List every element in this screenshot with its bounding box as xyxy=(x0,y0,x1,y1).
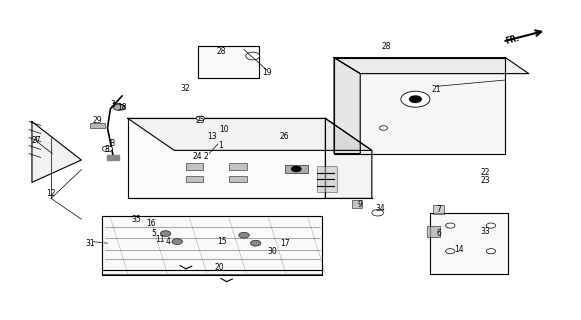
Polygon shape xyxy=(325,118,372,198)
Circle shape xyxy=(196,116,205,121)
Bar xyxy=(352,200,362,208)
Text: 19: 19 xyxy=(263,68,272,76)
Circle shape xyxy=(160,231,171,236)
Circle shape xyxy=(446,249,455,254)
Circle shape xyxy=(239,232,249,238)
Text: 28: 28 xyxy=(382,42,391,51)
Text: 32: 32 xyxy=(180,84,189,92)
Bar xyxy=(186,176,203,182)
Text: 31: 31 xyxy=(85,239,95,248)
Bar xyxy=(229,163,247,170)
Bar xyxy=(427,226,440,237)
Bar xyxy=(229,176,247,182)
Text: 3: 3 xyxy=(111,100,116,108)
Text: 6: 6 xyxy=(436,229,441,238)
Circle shape xyxy=(292,166,301,172)
Bar xyxy=(317,166,337,192)
Text: 17: 17 xyxy=(280,239,289,248)
Circle shape xyxy=(172,239,182,244)
Text: 35: 35 xyxy=(132,215,141,224)
Text: 12: 12 xyxy=(46,189,56,198)
Text: 21: 21 xyxy=(431,85,440,94)
Text: 24: 24 xyxy=(193,152,202,161)
Circle shape xyxy=(446,223,455,228)
Polygon shape xyxy=(102,216,322,275)
Polygon shape xyxy=(430,213,508,274)
Text: 34: 34 xyxy=(376,204,385,212)
Text: 30: 30 xyxy=(267,247,277,256)
Circle shape xyxy=(102,146,113,152)
Polygon shape xyxy=(32,122,81,182)
Circle shape xyxy=(379,126,388,130)
Text: 11: 11 xyxy=(155,236,164,244)
Text: 22: 22 xyxy=(480,168,490,177)
Text: B: B xyxy=(109,139,114,148)
Circle shape xyxy=(250,240,261,246)
Circle shape xyxy=(486,223,496,228)
Circle shape xyxy=(372,210,383,216)
Polygon shape xyxy=(334,58,529,74)
Polygon shape xyxy=(198,46,259,78)
Circle shape xyxy=(486,249,496,254)
Text: 8: 8 xyxy=(105,145,109,154)
Text: FR.: FR. xyxy=(504,34,520,46)
Text: 28: 28 xyxy=(216,47,225,56)
Circle shape xyxy=(246,52,260,60)
Polygon shape xyxy=(128,118,372,150)
Text: 18: 18 xyxy=(117,103,127,112)
Circle shape xyxy=(113,104,125,110)
Text: 26: 26 xyxy=(280,132,289,140)
Text: 23: 23 xyxy=(480,176,490,185)
Bar xyxy=(186,163,203,170)
Polygon shape xyxy=(334,58,505,154)
Polygon shape xyxy=(128,118,325,198)
Text: 2: 2 xyxy=(204,152,209,161)
Text: 16: 16 xyxy=(146,220,156,228)
Bar xyxy=(107,155,119,160)
Text: 25: 25 xyxy=(196,116,205,124)
Text: 27: 27 xyxy=(31,136,41,145)
Text: 20: 20 xyxy=(215,263,224,272)
Text: 10: 10 xyxy=(219,125,228,134)
Text: 7: 7 xyxy=(436,205,441,214)
Text: 29: 29 xyxy=(93,116,102,124)
Text: 1: 1 xyxy=(218,141,223,150)
Circle shape xyxy=(401,91,430,107)
Text: 9: 9 xyxy=(358,200,363,209)
Polygon shape xyxy=(334,58,360,154)
Circle shape xyxy=(410,96,421,102)
Text: 5: 5 xyxy=(152,229,156,238)
Text: 4: 4 xyxy=(166,237,171,246)
Text: 15: 15 xyxy=(217,237,227,246)
Bar xyxy=(433,205,444,214)
Text: 14: 14 xyxy=(454,245,464,254)
Text: 33: 33 xyxy=(480,228,490,236)
Bar xyxy=(285,165,308,173)
Bar xyxy=(90,123,105,128)
Text: 13: 13 xyxy=(207,132,217,140)
